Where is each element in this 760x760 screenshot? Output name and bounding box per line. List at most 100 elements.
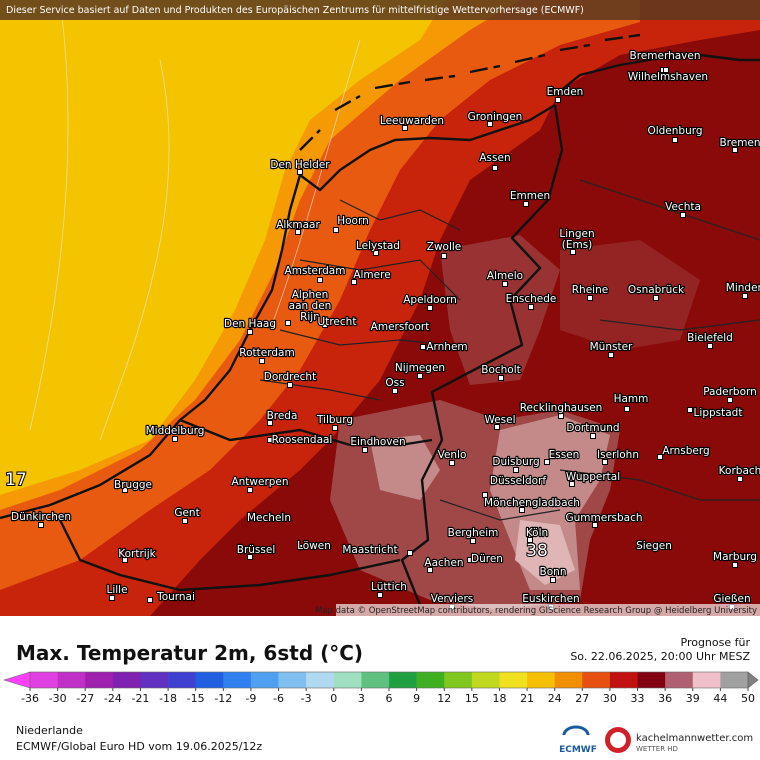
colorbar-over: [747, 671, 759, 689]
city-dot: [417, 373, 423, 379]
map: Dieser Service basiert auf Daten und Pro…: [0, 0, 760, 616]
city-label: Aachen: [424, 557, 463, 569]
city-label: Wilhelmshaven: [628, 71, 708, 83]
city-dot: [502, 281, 508, 287]
city-dot: [498, 375, 504, 381]
isotherm: [29, 0, 361, 441]
city-dot: [247, 487, 253, 493]
city-dot: [732, 147, 738, 153]
city-label: Antwerpen: [231, 476, 288, 488]
city-dot: [377, 592, 383, 598]
colorbar-tick-label: 36: [658, 692, 672, 705]
city-label: Den Haag: [224, 318, 276, 330]
city-dot: [333, 227, 339, 233]
city-label: Hamm: [614, 393, 649, 405]
attribution-box: [336, 604, 760, 616]
city-dot: [317, 277, 323, 283]
colorbar-bin: [582, 672, 611, 688]
city-label: Düren: [471, 553, 503, 565]
city-dot: [608, 352, 614, 358]
colorbar-tick-label: -3: [301, 692, 312, 705]
colorbar-tick-label: 50: [741, 692, 755, 705]
city-label: Kortrijk: [118, 548, 156, 560]
temperature-label: 17: [5, 470, 27, 490]
city-dot: [523, 201, 529, 207]
colorbar-bin: [306, 672, 335, 688]
city-label: Almelo: [487, 270, 523, 282]
city-label: Utrecht: [318, 316, 357, 328]
city-label: Wesel: [484, 414, 515, 426]
city-label: Dünkirchen: [11, 511, 71, 523]
city-dot: [624, 406, 630, 412]
city-dot: [550, 577, 556, 583]
city-label: Rheine: [572, 284, 608, 296]
city-dot: [182, 518, 188, 524]
city-dot: [470, 538, 476, 544]
city-label: Lüttich: [371, 581, 407, 593]
ecmwf-logo: ECMWF: [559, 745, 597, 755]
city-label: Gummersbach: [565, 512, 642, 524]
site-name[interactable]: kachelmannwetter.com: [636, 733, 753, 744]
colorbar-bin: [637, 672, 666, 688]
colorbar-tick-label: -15: [187, 692, 205, 705]
city-label: Leeuwarden: [380, 115, 444, 127]
colorbar-bin: [471, 672, 500, 688]
city-label: Breda: [267, 410, 298, 422]
colorbar-bin: [527, 672, 555, 688]
colorbar-tick-label: -30: [49, 692, 67, 705]
ecmwf-icon: [562, 725, 590, 736]
city-dot: [420, 344, 426, 350]
city-label: Gent: [174, 507, 199, 519]
city-label: Middelburg: [146, 425, 205, 437]
border: [58, 418, 433, 592]
city-label: Rotterdam: [239, 347, 294, 359]
colorbar-tick-label: -21: [131, 692, 149, 705]
forecast-time: So. 22.06.2025, 20:00 Uhr MESZ: [570, 650, 750, 663]
city-label: Oss: [385, 377, 404, 389]
city-dot: [527, 537, 533, 543]
city-dot: [653, 295, 659, 301]
city-label: Bergheim: [448, 527, 499, 539]
city-dot: [441, 253, 447, 259]
city-dot: [373, 250, 379, 256]
city-label: Mecheln: [247, 512, 291, 524]
city-label: Duisburg: [492, 456, 539, 468]
city-dot: [267, 420, 273, 426]
city-dot: [122, 557, 128, 563]
city-label: Bocholt: [481, 364, 521, 376]
colorbar-bin: [361, 672, 390, 688]
colorbar-under: [2, 671, 31, 689]
colorbar-tick-label: 0: [330, 692, 337, 705]
city-dot: [519, 507, 525, 513]
city-dot: [122, 487, 128, 493]
city-dot: [362, 447, 368, 453]
colorbar-tick-label: -9: [245, 692, 256, 705]
banner: [0, 0, 760, 20]
city-label: Rijn: [300, 311, 320, 323]
colorbar-tick-label: 39: [686, 692, 700, 705]
city-label: Recklinghausen: [520, 402, 603, 414]
city-label: Arnsberg: [662, 445, 709, 457]
colorbar-bin: [112, 672, 141, 688]
colorbar-tick-label: 18: [492, 692, 506, 705]
city-label: Amersfoort: [371, 321, 430, 333]
colorbar-bin: [720, 672, 749, 688]
colorbar-tick-label: 30: [603, 692, 617, 705]
city-dot: [687, 407, 693, 413]
city-label: Löwen: [297, 540, 331, 552]
colorbar-bin: [665, 672, 694, 688]
zone-warm: [440, 235, 560, 385]
colorbar-tick-label: 27: [575, 692, 589, 705]
city-dot: [259, 358, 265, 364]
city-dot: [602, 459, 608, 465]
city-label: Korbach: [719, 465, 760, 477]
colorbar: -36 -30 -27 -24 -21 -18 -15 -12 -9 -6 -3 0 3 6 9 12 15 18…: [2, 671, 759, 705]
city-label: Emmen: [510, 190, 550, 202]
city-label: Tilburg: [316, 414, 353, 426]
colorbar-bin: [57, 672, 86, 688]
city-dot: [672, 137, 678, 143]
city-dot: [247, 329, 253, 335]
city-dot: [297, 544, 303, 550]
city-label: Assen: [479, 152, 510, 164]
